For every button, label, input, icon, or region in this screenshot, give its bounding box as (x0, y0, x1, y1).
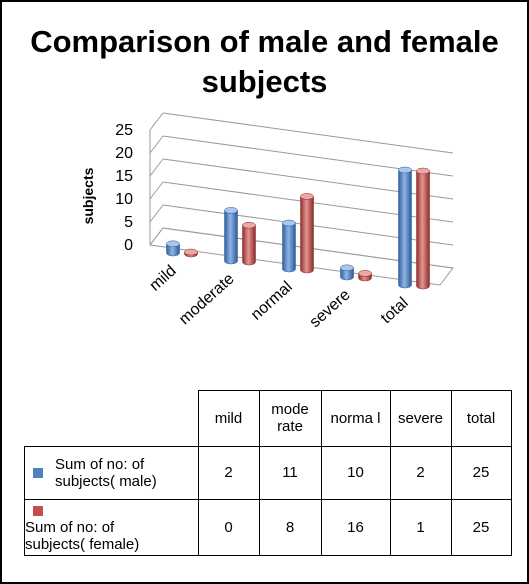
gridline-side (149, 181, 164, 200)
bar-male-normal (282, 219, 296, 273)
table-header-total: total (450, 390, 512, 447)
bar-male-severe (340, 264, 354, 281)
bar-female-moderate (242, 221, 256, 266)
y-tick-label: 10 (115, 191, 133, 208)
gridline-side (149, 204, 164, 223)
bar-male-total (398, 166, 412, 289)
y-tick-label: 15 (115, 168, 133, 185)
table-row-male: Sum of no: of subjects( male) 2 11 10 2 … (24, 445, 512, 500)
cell-female-severe: 1 (389, 498, 452, 556)
x-tick-label-normal: normal (248, 278, 296, 323)
bars (166, 166, 430, 290)
table-header-normal: norma l (320, 390, 391, 447)
series-label-female: Sum of no: of subjects( female) (24, 498, 199, 556)
x-tick-label-mild: mild (146, 262, 179, 294)
cell-female-moderate: 8 (258, 498, 322, 556)
bar-female-mild (184, 248, 198, 258)
table-header-mild: mild (197, 390, 260, 447)
chart-title: Comparison of male and female subjects (30, 24, 499, 99)
gridline (162, 112, 454, 154)
y-axis-label: subjects (80, 167, 96, 224)
series-name-female: Sum of no: of subjects( female) (25, 518, 140, 553)
data-table: mild mode rate norma l severe total Sum … (24, 390, 512, 556)
y-tick-label: 25 (115, 122, 133, 139)
series-name-male: Sum of no: of subjects( male) (55, 455, 157, 490)
y-tick-label: 5 (124, 214, 133, 231)
bar-female-normal (300, 193, 314, 274)
bar-female-severe (358, 270, 372, 282)
table-header-row: mild mode rate norma l severe total (25, 390, 512, 447)
y-axis-ticks: 0 5 10 15 20 25 (115, 122, 133, 254)
bar-female-total (416, 167, 430, 290)
y-tick-label: 20 (115, 145, 133, 162)
table-corner (25, 391, 199, 447)
y-tick-label: 0 (124, 237, 133, 254)
cell-male-severe: 2 (389, 445, 452, 500)
gridline-side (149, 135, 164, 154)
table-header-moderate: mode rate (258, 390, 322, 447)
cell-male-total: 25 (450, 445, 512, 500)
table-header-severe: severe (389, 390, 452, 447)
cell-female-total: 25 (450, 498, 512, 556)
cell-male-mild: 2 (197, 445, 260, 500)
cell-female-normal: 16 (320, 498, 391, 556)
cell-female-mild: 0 (197, 498, 260, 556)
cell-male-moderate: 11 (258, 445, 322, 500)
x-tick-label-moderate: moderate (176, 270, 238, 328)
gridline-side (149, 112, 164, 131)
bar-male-mild (166, 240, 180, 257)
table-row-female: Sum of no: of subjects( female) 0 8 16 1… (24, 498, 512, 556)
x-tick-label-total: total (378, 294, 412, 327)
legend-swatch-female (33, 505, 43, 516)
cell-male-normal: 10 (320, 445, 391, 500)
legend-swatch-male (33, 467, 43, 478)
series-label-male: Sum of no: of subjects( male) (24, 445, 199, 500)
x-tick-label-severe: severe (307, 286, 354, 331)
bar-male-moderate (224, 207, 238, 265)
gridline-side (149, 158, 164, 177)
